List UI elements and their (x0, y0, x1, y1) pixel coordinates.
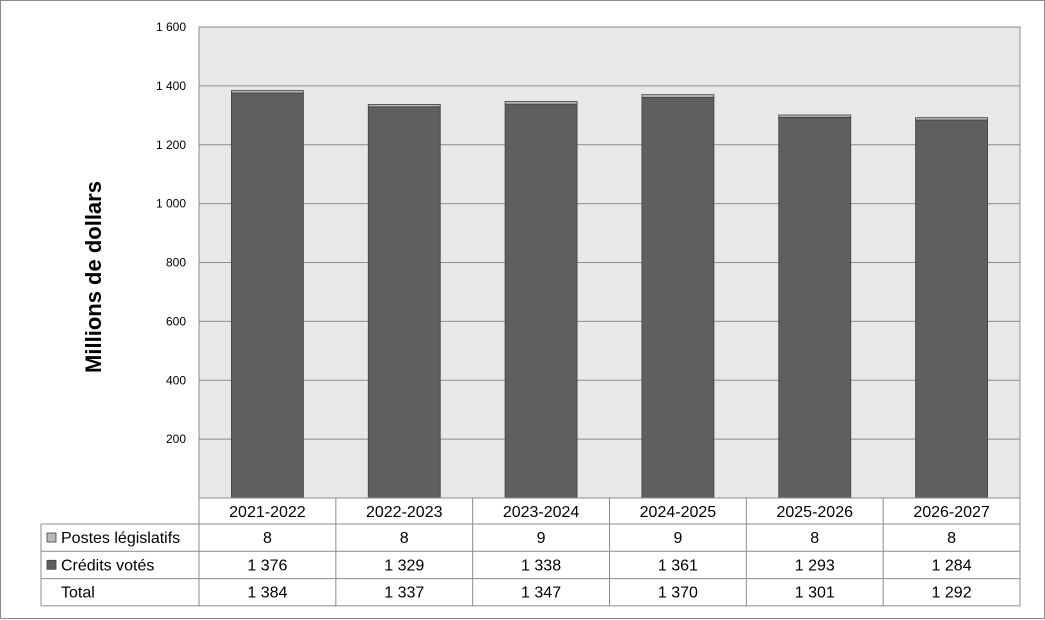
category-label: 2021-2022 (229, 504, 306, 521)
data-label: 1 384 (247, 585, 287, 602)
data-table: 2021-2022 2022-2023 2023-2024 2024-2025 2025… (40, 497, 1021, 607)
bar-postes-legislatifs (231, 90, 304, 94)
bar-credits-votes (231, 92, 304, 499)
data-label: 8 (263, 530, 272, 547)
data-label: 1 338 (521, 557, 561, 574)
gridlines (199, 26, 1020, 440)
y-tick-label: 1 000 (156, 197, 186, 211)
data-label: 8 (947, 530, 956, 547)
data-label: 1 370 (658, 585, 698, 602)
legend-key (46, 559, 57, 570)
category-label: 2024-2025 (640, 504, 717, 521)
data-label: 1 284 (932, 557, 972, 574)
data-label: 1 376 (247, 557, 287, 574)
y-tick-label: 1 600 (156, 20, 186, 34)
data-label: 1 361 (658, 557, 698, 574)
category-label: 2022-2023 (366, 504, 443, 521)
bar-postes-legislatifs (915, 117, 988, 121)
category-label: 2023-2024 (503, 504, 580, 521)
bar-postes-legislatifs (778, 114, 852, 118)
bar-credits-votes (504, 103, 578, 499)
bar-postes-legislatifs (641, 94, 715, 98)
bar-credits-votes (915, 119, 988, 499)
data-label: 8 (810, 530, 819, 547)
bar-postes-legislatifs (504, 101, 578, 105)
category-label: 2026-2027 (913, 504, 990, 521)
y-tick-label: 200 (166, 432, 186, 446)
bars (231, 90, 988, 499)
category-label: 2025-2026 (776, 504, 853, 521)
y-tick-label: 800 (166, 256, 186, 270)
legend-entry: Postes législatifs (61, 530, 180, 547)
data-label: 1 292 (932, 585, 972, 602)
bar-credits-votes (641, 96, 715, 499)
data-label: 8 (400, 530, 409, 547)
bar-credits-votes (367, 106, 441, 499)
bar-postes-legislatifs (367, 104, 441, 108)
y-tick-label: 1 200 (156, 138, 186, 152)
y-tick-label: 600 (166, 314, 186, 328)
data-label: 9 (673, 530, 682, 547)
legend-entry: Total (61, 585, 95, 602)
legend-entry: Crédits votés (61, 557, 154, 574)
bar-credits-votes (778, 116, 852, 499)
data-label: 1 329 (384, 557, 424, 574)
data-label: 1 347 (521, 585, 561, 602)
y-axis-label: Millions de dollars (81, 181, 106, 373)
y-axis-ticks: 200 400 600 800 1 000 1 200 1 400 1 600 (156, 20, 186, 446)
data-label: 1 293 (795, 557, 835, 574)
y-tick-label: 1 400 (156, 79, 186, 93)
data-label: 1 301 (795, 585, 835, 602)
legend-key (46, 532, 57, 543)
data-label: 1 337 (384, 585, 424, 602)
data-label: 9 (537, 530, 546, 547)
y-tick-label: 400 (166, 373, 186, 387)
